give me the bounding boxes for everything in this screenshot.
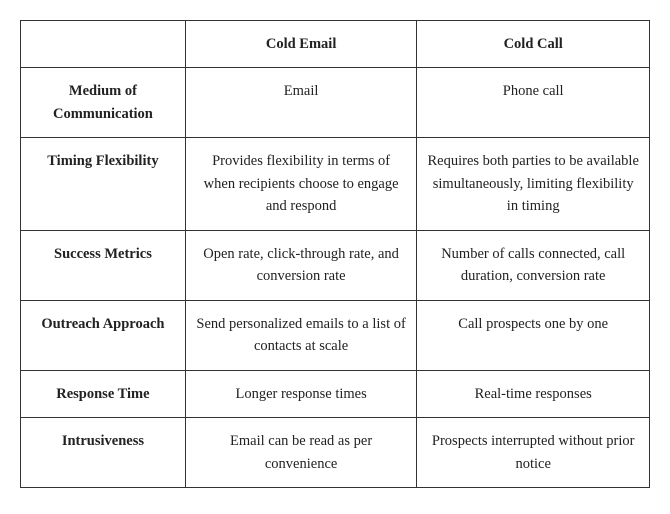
cell-cold-call: Real-time responses: [417, 370, 650, 417]
cell-cold-email: Provides flexibility in terms of when re…: [185, 138, 417, 230]
table-row: Outreach Approach Send personalized emai…: [21, 300, 650, 370]
cell-cold-call: Prospects interrupted without prior noti…: [417, 418, 650, 488]
cell-cold-email: Longer response times: [185, 370, 417, 417]
comparison-table: Cold Email Cold Call Medium of Communica…: [20, 20, 650, 488]
cell-cold-email: Email: [185, 68, 417, 138]
header-empty: [21, 21, 186, 68]
table-row: Intrusiveness Email can be read as per c…: [21, 418, 650, 488]
table-row: Success Metrics Open rate, click-through…: [21, 230, 650, 300]
cell-cold-email: Open rate, click-through rate, and conve…: [185, 230, 417, 300]
row-label: Timing Flexibility: [21, 138, 186, 230]
cell-cold-email: Send personalized emails to a list of co…: [185, 300, 417, 370]
table-header-row: Cold Email Cold Call: [21, 21, 650, 68]
cell-cold-call: Number of calls connected, call duration…: [417, 230, 650, 300]
cell-cold-email: Email can be read as per convenience: [185, 418, 417, 488]
cell-cold-call: Requires both parties to be available si…: [417, 138, 650, 230]
cell-cold-call: Phone call: [417, 68, 650, 138]
header-cold-call: Cold Call: [417, 21, 650, 68]
row-label: Intrusiveness: [21, 418, 186, 488]
table-body: Medium of Communication Email Phone call…: [21, 68, 650, 488]
cell-cold-call: Call prospects one by one: [417, 300, 650, 370]
table-row: Medium of Communication Email Phone call: [21, 68, 650, 138]
row-label: Response Time: [21, 370, 186, 417]
row-label: Outreach Approach: [21, 300, 186, 370]
table-row: Response Time Longer response times Real…: [21, 370, 650, 417]
header-cold-email: Cold Email: [185, 21, 417, 68]
table-row: Timing Flexibility Provides flexibility …: [21, 138, 650, 230]
row-label: Success Metrics: [21, 230, 186, 300]
row-label: Medium of Communication: [21, 68, 186, 138]
